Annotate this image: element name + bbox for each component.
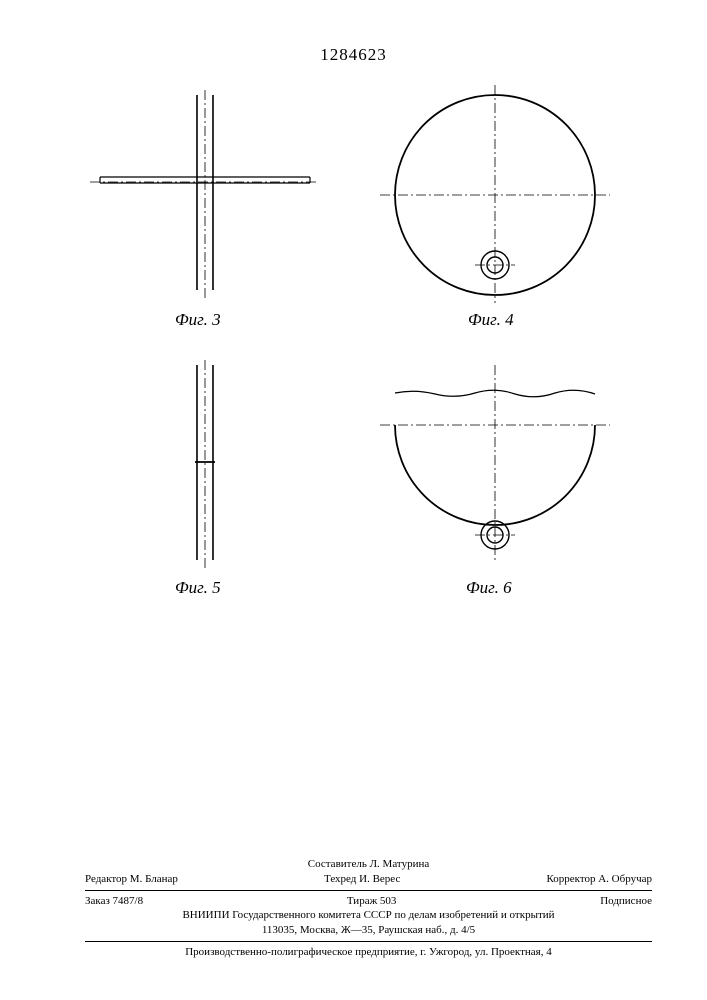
figure-3: [90, 90, 320, 300]
footer-techred: Техред И. Верес: [324, 872, 400, 887]
figure-4: [370, 85, 620, 305]
footer-printer: Производственно-полиграфическое предприя…: [85, 945, 652, 960]
fig3-label: Фиг. 3: [175, 310, 221, 330]
footer-editor: Редактор М. Бланар: [85, 872, 178, 887]
footer-tirazh: Тираж 503: [347, 894, 397, 909]
fig5-label: Фиг. 5: [175, 578, 221, 598]
footer-subscription: Подписное: [600, 894, 652, 909]
fig6-label: Фиг. 6: [466, 578, 512, 598]
figure-5: [160, 360, 250, 570]
figure-6: [370, 365, 620, 575]
footer-corrector: Корректор А. Обручар: [546, 872, 652, 887]
footer-order: Заказ 7487/8: [85, 894, 143, 909]
footer-compiler: Составитель Л. Матурина: [85, 857, 652, 872]
fig4-label: Фиг. 4: [468, 310, 514, 330]
footer-org2: 113035, Москва, Ж—35, Раушская наб., д. …: [85, 923, 652, 938]
footer-org1: ВНИИПИ Государственного комитета СССР по…: [85, 908, 652, 923]
footer: Составитель Л. Матурина Редактор М. Блан…: [85, 857, 652, 960]
patent-number: 1284623: [0, 45, 707, 65]
